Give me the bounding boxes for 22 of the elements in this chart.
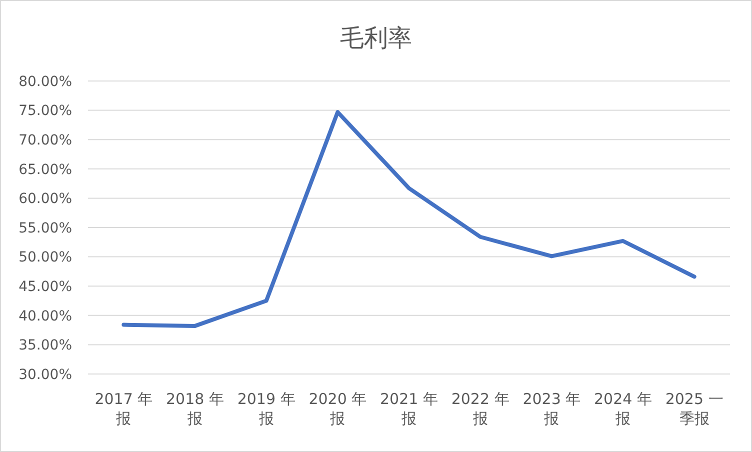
y-tick-label: 65.00% (18, 162, 72, 178)
x-tick-label: 2018 年报 (166, 390, 224, 428)
y-tick-label: 35.00% (18, 338, 72, 354)
y-tick-label: 70.00% (18, 132, 72, 148)
y-tick-label: 55.00% (18, 220, 72, 236)
chart-title: 毛利率 (340, 24, 412, 52)
x-tick-label: 2023 年报 (522, 390, 581, 428)
y-tick-label: 75.00% (18, 103, 72, 120)
x-tick-label: 2025 一季报 (665, 390, 724, 428)
y-tick-label: 50.00% (18, 250, 72, 266)
x-tick-label: 2020 年报 (308, 390, 367, 428)
y-tick-label: 45.00% (18, 279, 72, 295)
x-tick-label: 2019 年报 (237, 390, 296, 428)
y-tick-label: 40.00% (18, 308, 72, 324)
x-tick-label: 2017 年报 (94, 390, 153, 428)
line-series (122, 110, 696, 328)
x-tick-label: 2024 年报 (594, 390, 652, 428)
y-tick-label: 30.00% (18, 366, 72, 383)
y-tick-label: 60.00% (18, 191, 72, 208)
x-tick-label: 2022 年报 (451, 390, 510, 428)
y-tick-label: 80.00% (18, 74, 72, 90)
x-tick-label: 2021 年报 (380, 390, 438, 428)
